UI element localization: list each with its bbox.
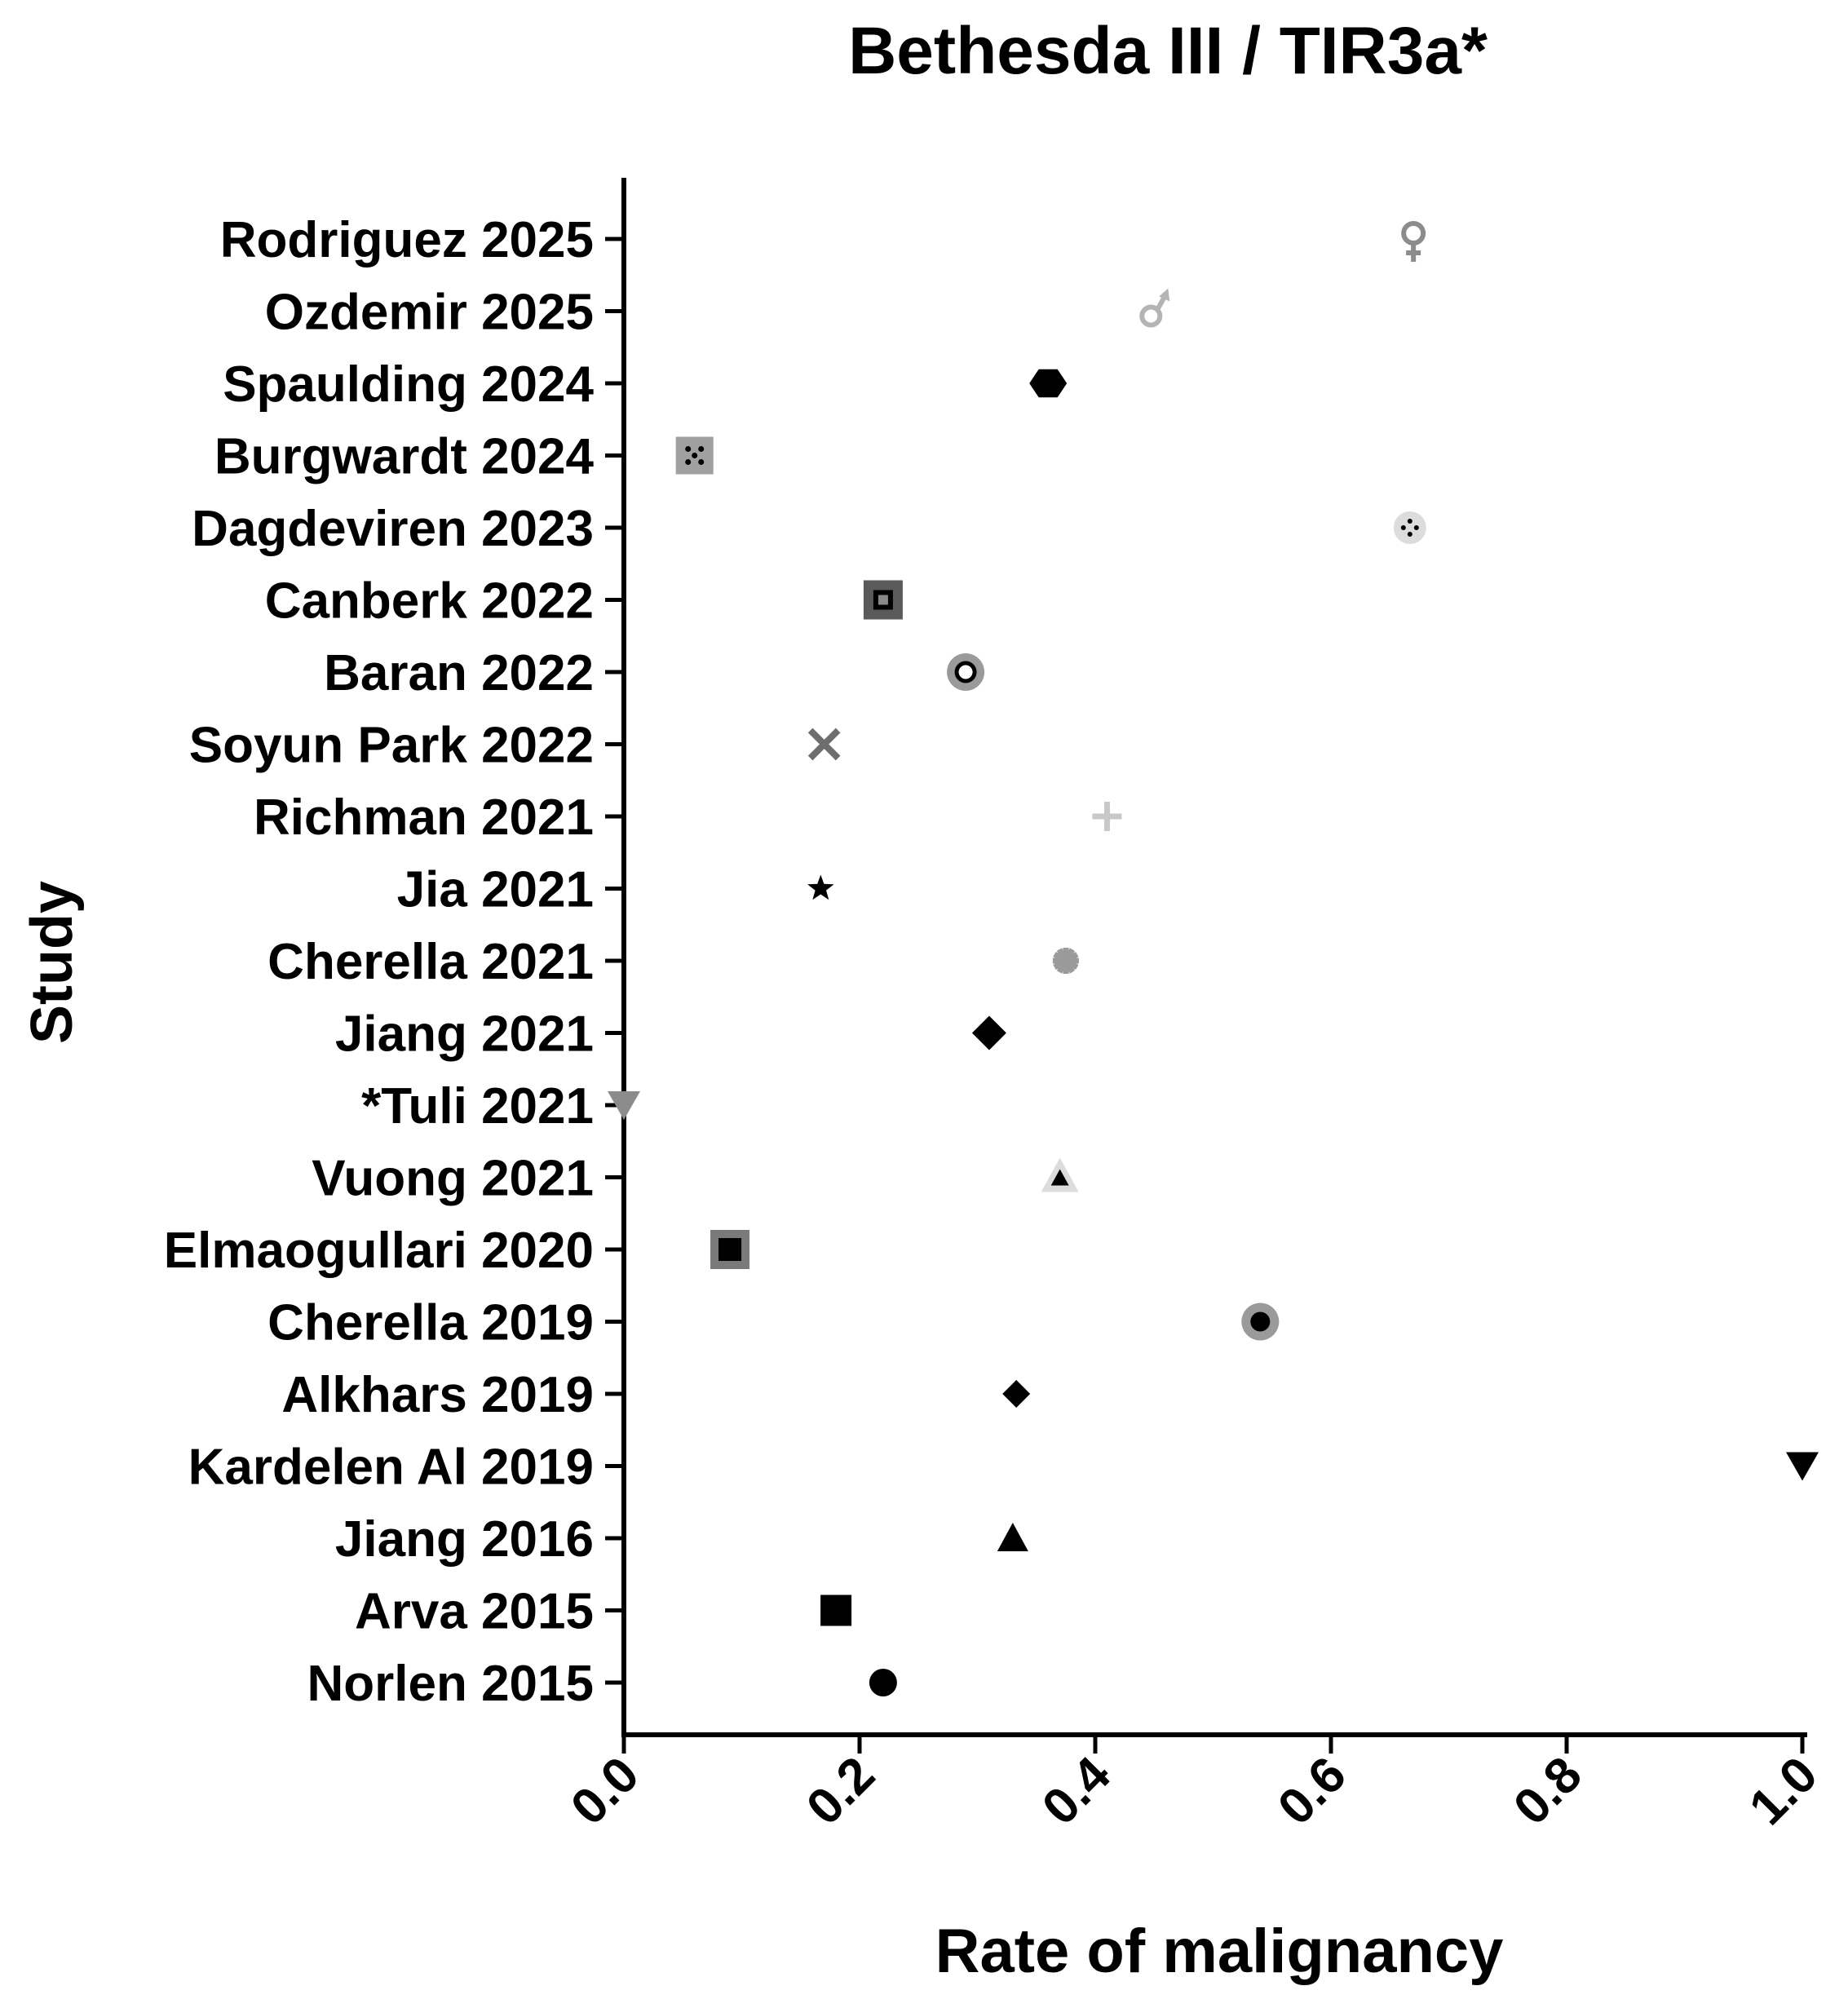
data-point-x [807,728,841,761]
x-tick-label: 0.4 [1032,1746,1121,1836]
y-category-label: *Tuli 2021 [361,1078,594,1134]
data-point-square [820,1594,852,1626]
data-point-circle [869,1669,897,1696]
data-point-circle-filled-border [1241,1303,1280,1341]
y-category-label: Alkhars 2019 [281,1367,594,1423]
y-axis-categories: Rodriguez 2025 Ozdemir 2025 Spaulding 2024… [164,212,624,1712]
data-point-triangle-ring [1041,1157,1079,1192]
y-category-label: Rodriguez 2025 [220,212,594,268]
y-category-label: Cherella 2021 [267,934,594,990]
y-axis-title: Study [20,881,85,1044]
x-tick-label: 0.6 [1267,1746,1357,1836]
x-tick-label: 1.0 [1739,1746,1828,1836]
data-point-triangle-down [608,1091,640,1120]
y-category-label: Jia 2021 [397,862,594,918]
y-category-label: Norlen 2015 [307,1656,594,1712]
data-point-male-symbol [1139,288,1170,328]
y-category-label: Jiang 2021 [335,1006,594,1063]
x-axis-title: Rate of malignancy [935,1917,1504,1986]
y-category-label: Cherella 2019 [267,1295,594,1351]
x-tick-label: 0.2 [796,1746,886,1836]
y-category-label: Jiang 2016 [335,1511,594,1568]
y-category-label: Dagdeviren 2023 [192,501,594,557]
y-category-label: Canberk 2022 [265,573,594,630]
data-point-diamond [971,1015,1006,1050]
data-point-square-x [675,436,714,475]
y-category-label: Ozdemir 2025 [265,285,594,341]
chart-title: Bethesda III / TIR3a* [848,14,1488,88]
data-point-diamond-small [1002,1380,1031,1408]
data-point-plus [1092,802,1122,831]
y-category-label: Arva 2015 [355,1584,594,1640]
data-point-female-symbol [1401,221,1426,262]
data-point-circle-dotted [1393,511,1426,544]
x-tick-label: 0.8 [1503,1746,1593,1836]
x-tick-label: 0.0 [560,1746,650,1836]
y-category-label: Vuong 2021 [312,1151,594,1207]
data-point-square-ring [863,580,903,620]
y-category-label: Richman 2021 [254,789,594,846]
data-point-star [807,874,834,900]
y-category-label: Burgwardt 2024 [214,429,595,485]
data-points [608,221,1819,1696]
data-point-hexagon [1029,369,1068,398]
data-point-asterisk [1052,948,1079,974]
data-point-square-filled-border [710,1230,750,1269]
y-category-label: Baran 2022 [324,645,594,701]
y-category-label: Spaulding 2024 [223,356,594,413]
data-point-circle-ring [947,653,985,691]
y-category-label: Kardelen Al 2019 [188,1440,594,1496]
y-category-label: Soyun Park 2022 [189,718,594,774]
data-point-triangle-down [1786,1452,1819,1481]
y-category-label: Elmaogullari 2020 [164,1223,594,1279]
data-point-triangle-up [997,1523,1028,1551]
x-axis-ticks: 0.0 0.2 0.4 0.6 0.8 1.0 [560,1735,1828,1836]
